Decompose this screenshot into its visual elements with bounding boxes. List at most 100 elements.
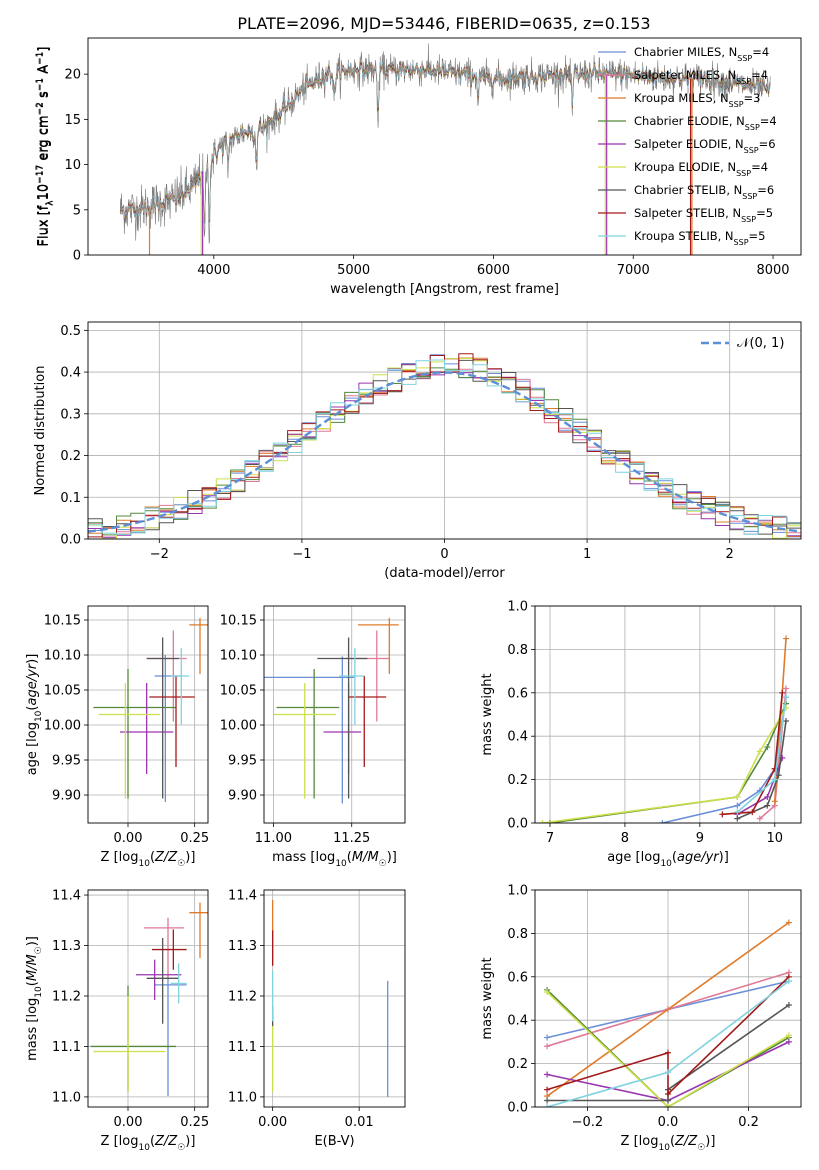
label-run: )] <box>387 850 397 865</box>
weight-marker-chabrier_miles <box>734 802 741 809</box>
legend-sub: SSP <box>729 100 744 109</box>
y-tick-label: 11.0 <box>52 1090 81 1105</box>
legend-label: Kroupa MILES, NSSP=3 <box>634 91 760 109</box>
panel-spectrum: 4000 5000 6000 7000 8000 0 5 10 15 20 wavelength [… <box>35 37 802 297</box>
x-tick-label: 9 <box>696 831 704 846</box>
weight-marker-salpeter_stelib <box>779 689 786 696</box>
weight-marker-chabrier_elodie <box>764 744 771 751</box>
y-tick-label: 0.2 <box>60 449 81 464</box>
legend-label: Kroupa ELODIE, NSSP=4 <box>634 160 768 178</box>
legend-label: Chabrier ELODIE, NSSP=4 <box>634 114 777 132</box>
legend-text: Salpeter ELODIE, N <box>634 137 744 151</box>
label-run: ☉ <box>177 859 185 869</box>
y-tick-label: 11.4 <box>228 889 257 904</box>
label-run: ( <box>25 981 40 986</box>
label-run: Flux [f <box>36 205 51 246</box>
label-run: 10 <box>34 710 44 722</box>
label-run: mass weight <box>480 673 495 755</box>
plot-area <box>264 617 399 804</box>
panel-mass_weight_vs_Z: −0.2 0.0 0.2 0.0 0.2 0.4 0.6 0.8 1.0 Z [log10(Z/Z… <box>480 884 802 1153</box>
weight-marker-kroupa_stelib <box>665 1069 671 1076</box>
x-axis-label: (data-model)/error <box>384 566 505 581</box>
y-tick-label: 9.95 <box>52 754 81 769</box>
x-axis-label: age [log10(age/yr)] <box>607 850 729 869</box>
x-tick-label: 10 <box>767 831 784 846</box>
weight-line-kroupa_elodie <box>542 707 787 823</box>
legend-text: Salpeter STELIB, N <box>634 206 741 220</box>
weight-marker-chabrier_stelib <box>544 1097 551 1104</box>
label-run: 10 <box>36 184 51 201</box>
label-run: Normed distribution <box>33 366 48 496</box>
y-tick-label: 0.5 <box>60 324 81 339</box>
figure-title: PLATE=2096, MJD=53446, FIBERID=0635, z=0… <box>237 14 650 33</box>
x-tick-label: 0.00 <box>114 1115 143 1130</box>
y-tick-label: 1.0 <box>507 600 528 615</box>
plot-area <box>544 919 792 1107</box>
x-tick-label: 2 <box>726 547 734 562</box>
y-axis-label: Flux [fλ10−17 erg cm−2 s−1 A−1] <box>35 47 55 247</box>
plot-area <box>88 353 801 539</box>
y-tick-label: 11.1 <box>52 1040 81 1055</box>
y-tick-label: 0.0 <box>60 533 81 548</box>
y-tick-label: 0.8 <box>507 927 528 942</box>
x-tick-label: 0.0 <box>658 1115 679 1130</box>
weight-marker-chabrier_elodie <box>546 820 553 823</box>
label-run: age [ <box>25 742 40 775</box>
label-run: ☉ <box>697 1143 705 1153</box>
label-run: 10 <box>37 184 52 201</box>
legend-text: =5 <box>756 206 773 220</box>
axes-frame <box>87 37 802 256</box>
label-run: mass [ <box>272 850 315 865</box>
label-run: −1 <box>35 78 45 91</box>
y-tick-label: 0.3 <box>60 407 81 422</box>
label-run: ☉ <box>177 1143 185 1153</box>
legend-text: =6 <box>757 183 774 197</box>
label-run: )] <box>185 1134 195 1149</box>
plot-area <box>93 617 208 802</box>
legend-text: =6 <box>759 137 776 151</box>
x-tick-label: 6000 <box>477 263 510 278</box>
y-axis-label: mass [log10(M/M☉)] <box>25 936 44 1061</box>
label-run: 10 <box>138 859 150 869</box>
weight-marker-chabrier_stelib <box>734 815 741 822</box>
legend-sub: SSP <box>734 238 749 247</box>
axes-frame <box>87 605 209 824</box>
x-tick-label: 11.00 <box>255 831 292 846</box>
y-tick-label: 11.0 <box>228 1090 257 1105</box>
label-run: )] <box>719 850 729 865</box>
weight-marker-kroupa_elodie <box>785 1032 792 1039</box>
label-run: −1 <box>36 52 46 65</box>
label-run: 10 <box>34 986 44 998</box>
label-run: 10 <box>658 1143 670 1153</box>
x-tick-label: 11.25 <box>333 831 370 846</box>
weight-marker-salpeter_stelib <box>665 1090 671 1097</box>
y-tick-label: 10.05 <box>44 684 81 699</box>
x-tick-label: 0 <box>440 547 448 562</box>
legend-sub: SSP <box>744 146 759 155</box>
x-axis-label: Z [log10(Z/Z☉)] <box>101 1134 196 1153</box>
x-tick-label: 7000 <box>617 263 650 278</box>
label-run: Flux [f <box>37 205 52 246</box>
weight-marker-kroupa_miles <box>783 635 790 642</box>
label-run: −1 <box>36 78 46 91</box>
label-run: Z/Z <box>674 1134 698 1149</box>
legend-text: Kroupa STELIB, N <box>634 229 734 243</box>
label-run: Z/Z <box>154 1134 178 1149</box>
legend-text: Kroupa MILES, N <box>634 91 729 105</box>
label-run: )] <box>705 1134 715 1149</box>
label-run: −2 <box>35 102 45 115</box>
label-run: −17 <box>36 165 46 184</box>
y-tick-label: 10.10 <box>44 649 81 664</box>
legend-text: =4 <box>760 114 777 128</box>
axes-frame <box>263 889 406 1108</box>
y-tick-label: 10.00 <box>220 719 257 734</box>
label-run: E(B-V) <box>314 1134 354 1149</box>
legend-text: Salpeter MILES, N <box>634 68 736 82</box>
weight-marker-chabrier_stelib <box>764 802 771 809</box>
label-run: mass weight <box>480 957 495 1039</box>
label-run: M/M <box>352 850 379 865</box>
label-run: λ <box>46 200 56 206</box>
weight-marker-chabrier_stelib <box>785 1002 792 1009</box>
weight-marker-kroupa_miles <box>785 919 792 926</box>
